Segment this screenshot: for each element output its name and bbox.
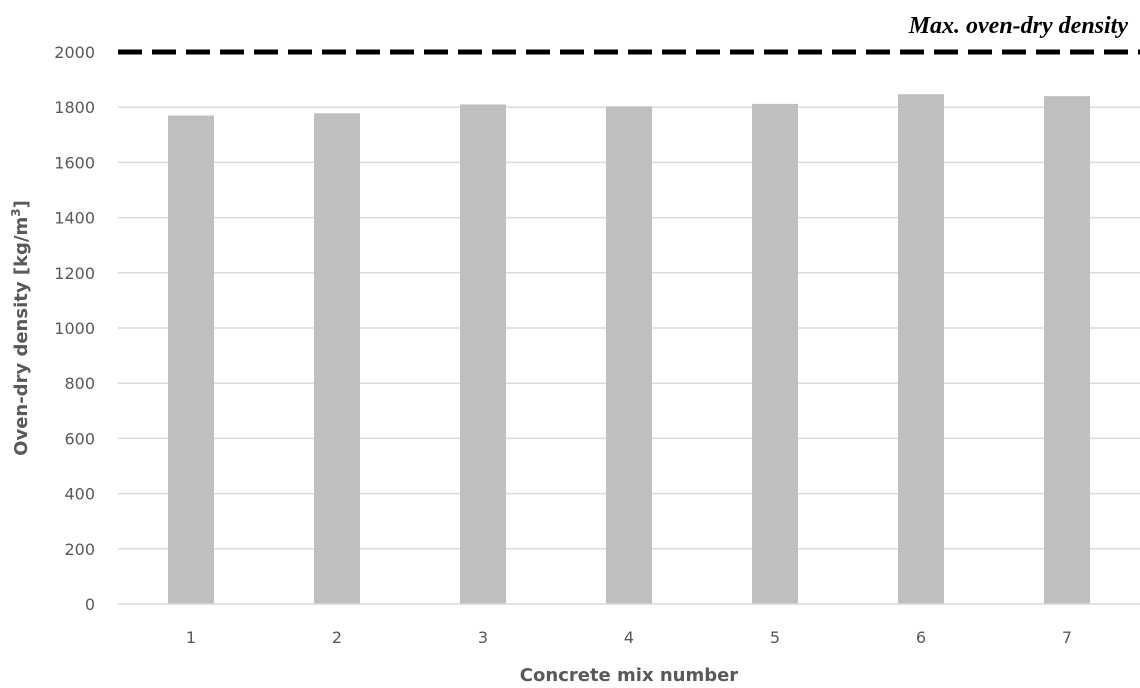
bar [606, 106, 652, 604]
x-tick-label: 6 [916, 628, 926, 647]
y-axis-title: Oven-dry density [kg/m3] [9, 200, 32, 456]
y-tick-label: 600 [64, 429, 95, 448]
bar [1044, 96, 1090, 604]
y-tick-label: 800 [64, 374, 95, 393]
x-tick-label: 3 [478, 628, 488, 647]
y-tick-label: 2000 [54, 43, 95, 62]
x-tick-label: 2 [332, 628, 342, 647]
y-axis-title-main: Oven-dry density [kg/m [11, 217, 32, 456]
y-tick-label: 1200 [54, 264, 95, 283]
y-tick-label: 200 [64, 540, 95, 559]
y-tick-label: 0 [85, 595, 95, 614]
y-tick-label: 1600 [54, 153, 95, 172]
bars [168, 94, 1090, 604]
y-tick-label: 400 [64, 485, 95, 504]
bar [460, 104, 506, 604]
bar [898, 94, 944, 604]
x-axis-title: Concrete mix number [520, 665, 739, 686]
y-axis-title-superscript: 3 [9, 208, 23, 216]
x-axis-ticks: 1 2 3 4 5 6 7 [186, 628, 1072, 647]
bar [168, 115, 214, 604]
y-axis-title-close: ] [11, 200, 32, 208]
x-tick-label: 4 [624, 628, 634, 647]
y-tick-label: 1800 [54, 98, 95, 117]
y-tick-label: 1000 [54, 319, 95, 338]
bar [314, 113, 360, 604]
x-tick-label: 5 [770, 628, 780, 647]
y-tick-label: 1400 [54, 209, 95, 228]
x-tick-label: 1 [186, 628, 196, 647]
reference-line-label: Max. oven-dry density [908, 13, 1129, 39]
bar [752, 103, 798, 604]
x-tick-label: 7 [1062, 628, 1072, 647]
y-axis-ticks: 0 200 400 600 800 1000 1200 1400 1600 1800 2000 [54, 43, 95, 614]
